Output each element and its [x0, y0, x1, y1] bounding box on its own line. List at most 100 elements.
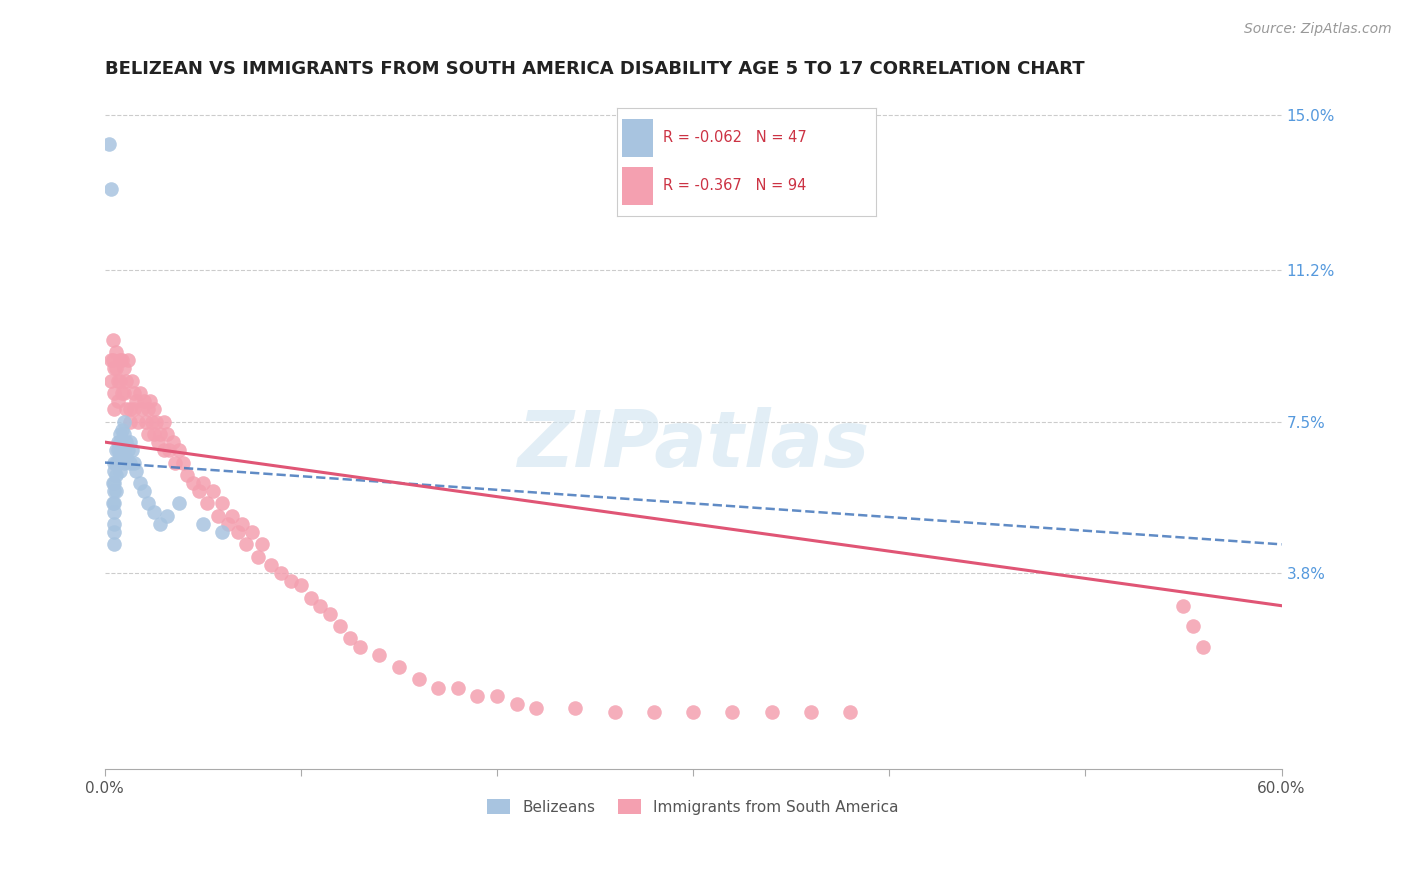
Point [103, 386, 125, 401]
Point [122, 386, 145, 401]
Point [103, 475, 125, 490]
Text: ZIPatlas: ZIPatlas [517, 408, 869, 483]
Point [447, 681, 470, 695]
Point [121, 374, 143, 388]
Point [1173, 599, 1195, 613]
Point [136, 496, 159, 510]
Point [136, 426, 159, 441]
Point [1192, 640, 1215, 654]
Point [120, 402, 142, 417]
Point [309, 599, 332, 613]
Point [110, 353, 132, 368]
Point [112, 443, 135, 458]
Point [103, 464, 125, 478]
Point [131, 402, 153, 417]
Point [105, 361, 128, 376]
Point [505, 697, 527, 711]
Point [107, 394, 129, 409]
Point [103, 516, 125, 531]
Point [122, 402, 145, 417]
Point [110, 464, 132, 478]
Point [721, 705, 744, 719]
Point [156, 426, 179, 441]
Point [643, 705, 665, 719]
Point [103, 361, 125, 376]
Point [103, 484, 125, 499]
Point [167, 496, 190, 510]
Point [136, 402, 159, 417]
Point [146, 435, 169, 450]
Point [211, 496, 233, 510]
Point [100, 353, 122, 368]
Point [839, 705, 862, 719]
Point [603, 705, 626, 719]
Point [246, 549, 269, 564]
Point [111, 386, 134, 401]
Point [101, 496, 124, 510]
Point [101, 475, 124, 490]
Point [120, 435, 142, 450]
Point [115, 374, 138, 388]
Point [107, 374, 129, 388]
Point [105, 456, 128, 470]
Point [195, 496, 218, 510]
Point [191, 475, 214, 490]
Point [100, 374, 122, 388]
Point [115, 435, 138, 450]
Point [120, 415, 142, 429]
Point [110, 374, 132, 388]
Point [524, 701, 547, 715]
Point [156, 508, 179, 523]
Point [339, 632, 361, 646]
Point [129, 386, 152, 401]
Point [100, 181, 122, 195]
Point [427, 681, 450, 695]
Point [207, 508, 229, 523]
Point [139, 394, 162, 409]
Point [329, 619, 352, 633]
Point [112, 361, 135, 376]
Point [120, 456, 142, 470]
Point [111, 423, 134, 437]
Point [117, 443, 139, 458]
Point [110, 435, 132, 450]
Point [149, 516, 172, 531]
Point [103, 524, 125, 539]
Point [152, 415, 174, 429]
Point [103, 537, 125, 551]
Point [112, 415, 135, 429]
Point [217, 516, 239, 531]
Point [132, 484, 155, 499]
Point [111, 443, 134, 458]
Point [408, 673, 430, 687]
Point [152, 443, 174, 458]
Point [110, 447, 132, 461]
Point [127, 415, 149, 429]
Point [165, 456, 187, 470]
Point [112, 426, 135, 441]
Point [103, 496, 125, 510]
Point [101, 353, 124, 368]
Point [115, 402, 138, 417]
Point [201, 484, 224, 499]
Point [682, 705, 704, 719]
Point [103, 402, 125, 417]
Point [129, 475, 152, 490]
Point [299, 591, 322, 605]
Point [149, 426, 172, 441]
Point [226, 524, 249, 539]
Point [110, 426, 132, 441]
Point [105, 467, 128, 482]
Y-axis label: Disability Age 5 to 17: Disability Age 5 to 17 [0, 350, 7, 514]
Point [122, 456, 145, 470]
Point [231, 516, 253, 531]
Point [211, 524, 233, 539]
Point [141, 415, 163, 429]
Point [157, 443, 180, 458]
Point [260, 558, 283, 572]
Point [290, 578, 312, 592]
Point [103, 456, 125, 470]
Point [142, 426, 165, 441]
Point [467, 689, 489, 703]
Point [115, 451, 138, 466]
